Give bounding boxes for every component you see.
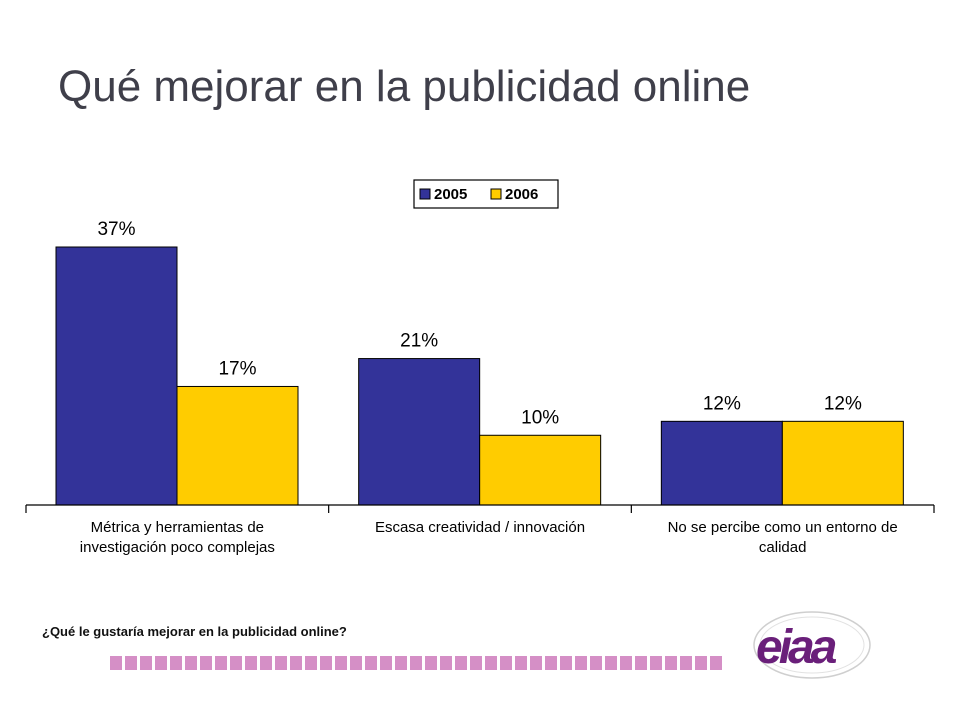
eiaa-logo: eiaa — [753, 611, 871, 679]
strip-dash — [665, 656, 677, 670]
legend-swatch-2005 — [419, 188, 431, 200]
bar-2006-cat-2 — [781, 420, 904, 506]
strip-dash — [230, 656, 242, 670]
legend-label-2005: 2005 — [434, 186, 467, 203]
strip-dash — [635, 656, 647, 670]
bar-2006-cat-0 — [176, 385, 299, 506]
strip-dash — [275, 656, 287, 670]
legend-swatch-2006 — [490, 188, 502, 200]
strip-dash — [260, 656, 272, 670]
strip-dash — [305, 656, 317, 670]
strip-dash — [560, 656, 572, 670]
strip-dash — [395, 656, 407, 670]
category-label-0: Métrica y herramientas de investigación p… — [80, 519, 275, 556]
strip-dash — [185, 656, 197, 670]
strip-dash — [365, 656, 377, 670]
category-label-line: investigación poco complejas — [80, 539, 275, 556]
strip-dash — [575, 656, 587, 670]
chart-bars: 37% 17% 21% 10% 12% 12% — [55, 219, 904, 506]
survey-question: ¿Qué le gustaría mejorar en la publicida… — [42, 624, 347, 639]
legend-label-2006: 2006 — [505, 186, 538, 203]
category-labels: Métrica y herramientas de investigación p… — [80, 519, 898, 556]
bar-2006-cat-1 — [479, 434, 602, 506]
strip-dash — [650, 656, 662, 670]
strip-dash — [440, 656, 452, 670]
strip-dash — [530, 656, 542, 670]
category-label-line: Escasa creatividad / innovación — [375, 519, 585, 536]
strip-dash — [155, 656, 167, 670]
data-label-2005-cat-0: 37% — [97, 219, 135, 240]
strip-dash — [470, 656, 482, 670]
strip-dash — [110, 656, 122, 670]
strip-dash — [500, 656, 512, 670]
strip-dash — [380, 656, 392, 670]
strip-dash — [125, 656, 137, 670]
strip-dash — [425, 656, 437, 670]
chart-legend: 2005 2006 — [413, 179, 559, 209]
data-label-2005-cat-1: 21% — [400, 331, 438, 352]
svg-text:eiaa: eiaa — [756, 621, 837, 674]
bar-2005-cat-1 — [358, 358, 481, 506]
strip-dash — [410, 656, 422, 670]
data-label-2006-cat-1: 10% — [521, 407, 559, 428]
strip-dash — [680, 656, 692, 670]
category-label-line: Métrica y herramientas de — [91, 519, 264, 536]
data-label-2006-cat-2: 12% — [824, 393, 862, 414]
strip-dash — [350, 656, 362, 670]
data-label-2005-cat-2: 12% — [703, 393, 741, 414]
strip-dash — [605, 656, 617, 670]
strip-dash — [215, 656, 227, 670]
strip-dash — [695, 656, 707, 670]
strip-dash — [455, 656, 467, 670]
category-label-line: No se percibe como un entorno de — [668, 519, 898, 536]
strip-dash — [590, 656, 602, 670]
strip-dash — [200, 656, 212, 670]
strip-dash — [290, 656, 302, 670]
category-label-line: calidad — [759, 539, 807, 556]
bar-2005-cat-2 — [660, 420, 783, 506]
page-title: Qué mejorar en la publicidad online — [58, 62, 751, 111]
strip-dash — [485, 656, 497, 670]
bar-2005-cat-0 — [55, 246, 178, 506]
category-label-1: Escasa creatividad / innovación — [375, 519, 585, 536]
strip-dash — [320, 656, 332, 670]
strip-dash — [620, 656, 632, 670]
strip-dash — [170, 656, 182, 670]
strip-dash — [545, 656, 557, 670]
decorative-strip — [110, 656, 722, 670]
x-axis — [25, 504, 935, 513]
bar-chart: 2005 2006 37% 17% 21% 10% 12% 12% Métrica y h… — [25, 179, 935, 556]
strip-dash — [245, 656, 257, 670]
data-label-2006-cat-0: 17% — [218, 358, 256, 379]
strip-dash — [140, 656, 152, 670]
category-label-2: No se percibe como un entorno de calidad — [668, 519, 898, 556]
strip-dash — [710, 656, 722, 670]
strip-dash — [335, 656, 347, 670]
strip-dash — [515, 656, 527, 670]
